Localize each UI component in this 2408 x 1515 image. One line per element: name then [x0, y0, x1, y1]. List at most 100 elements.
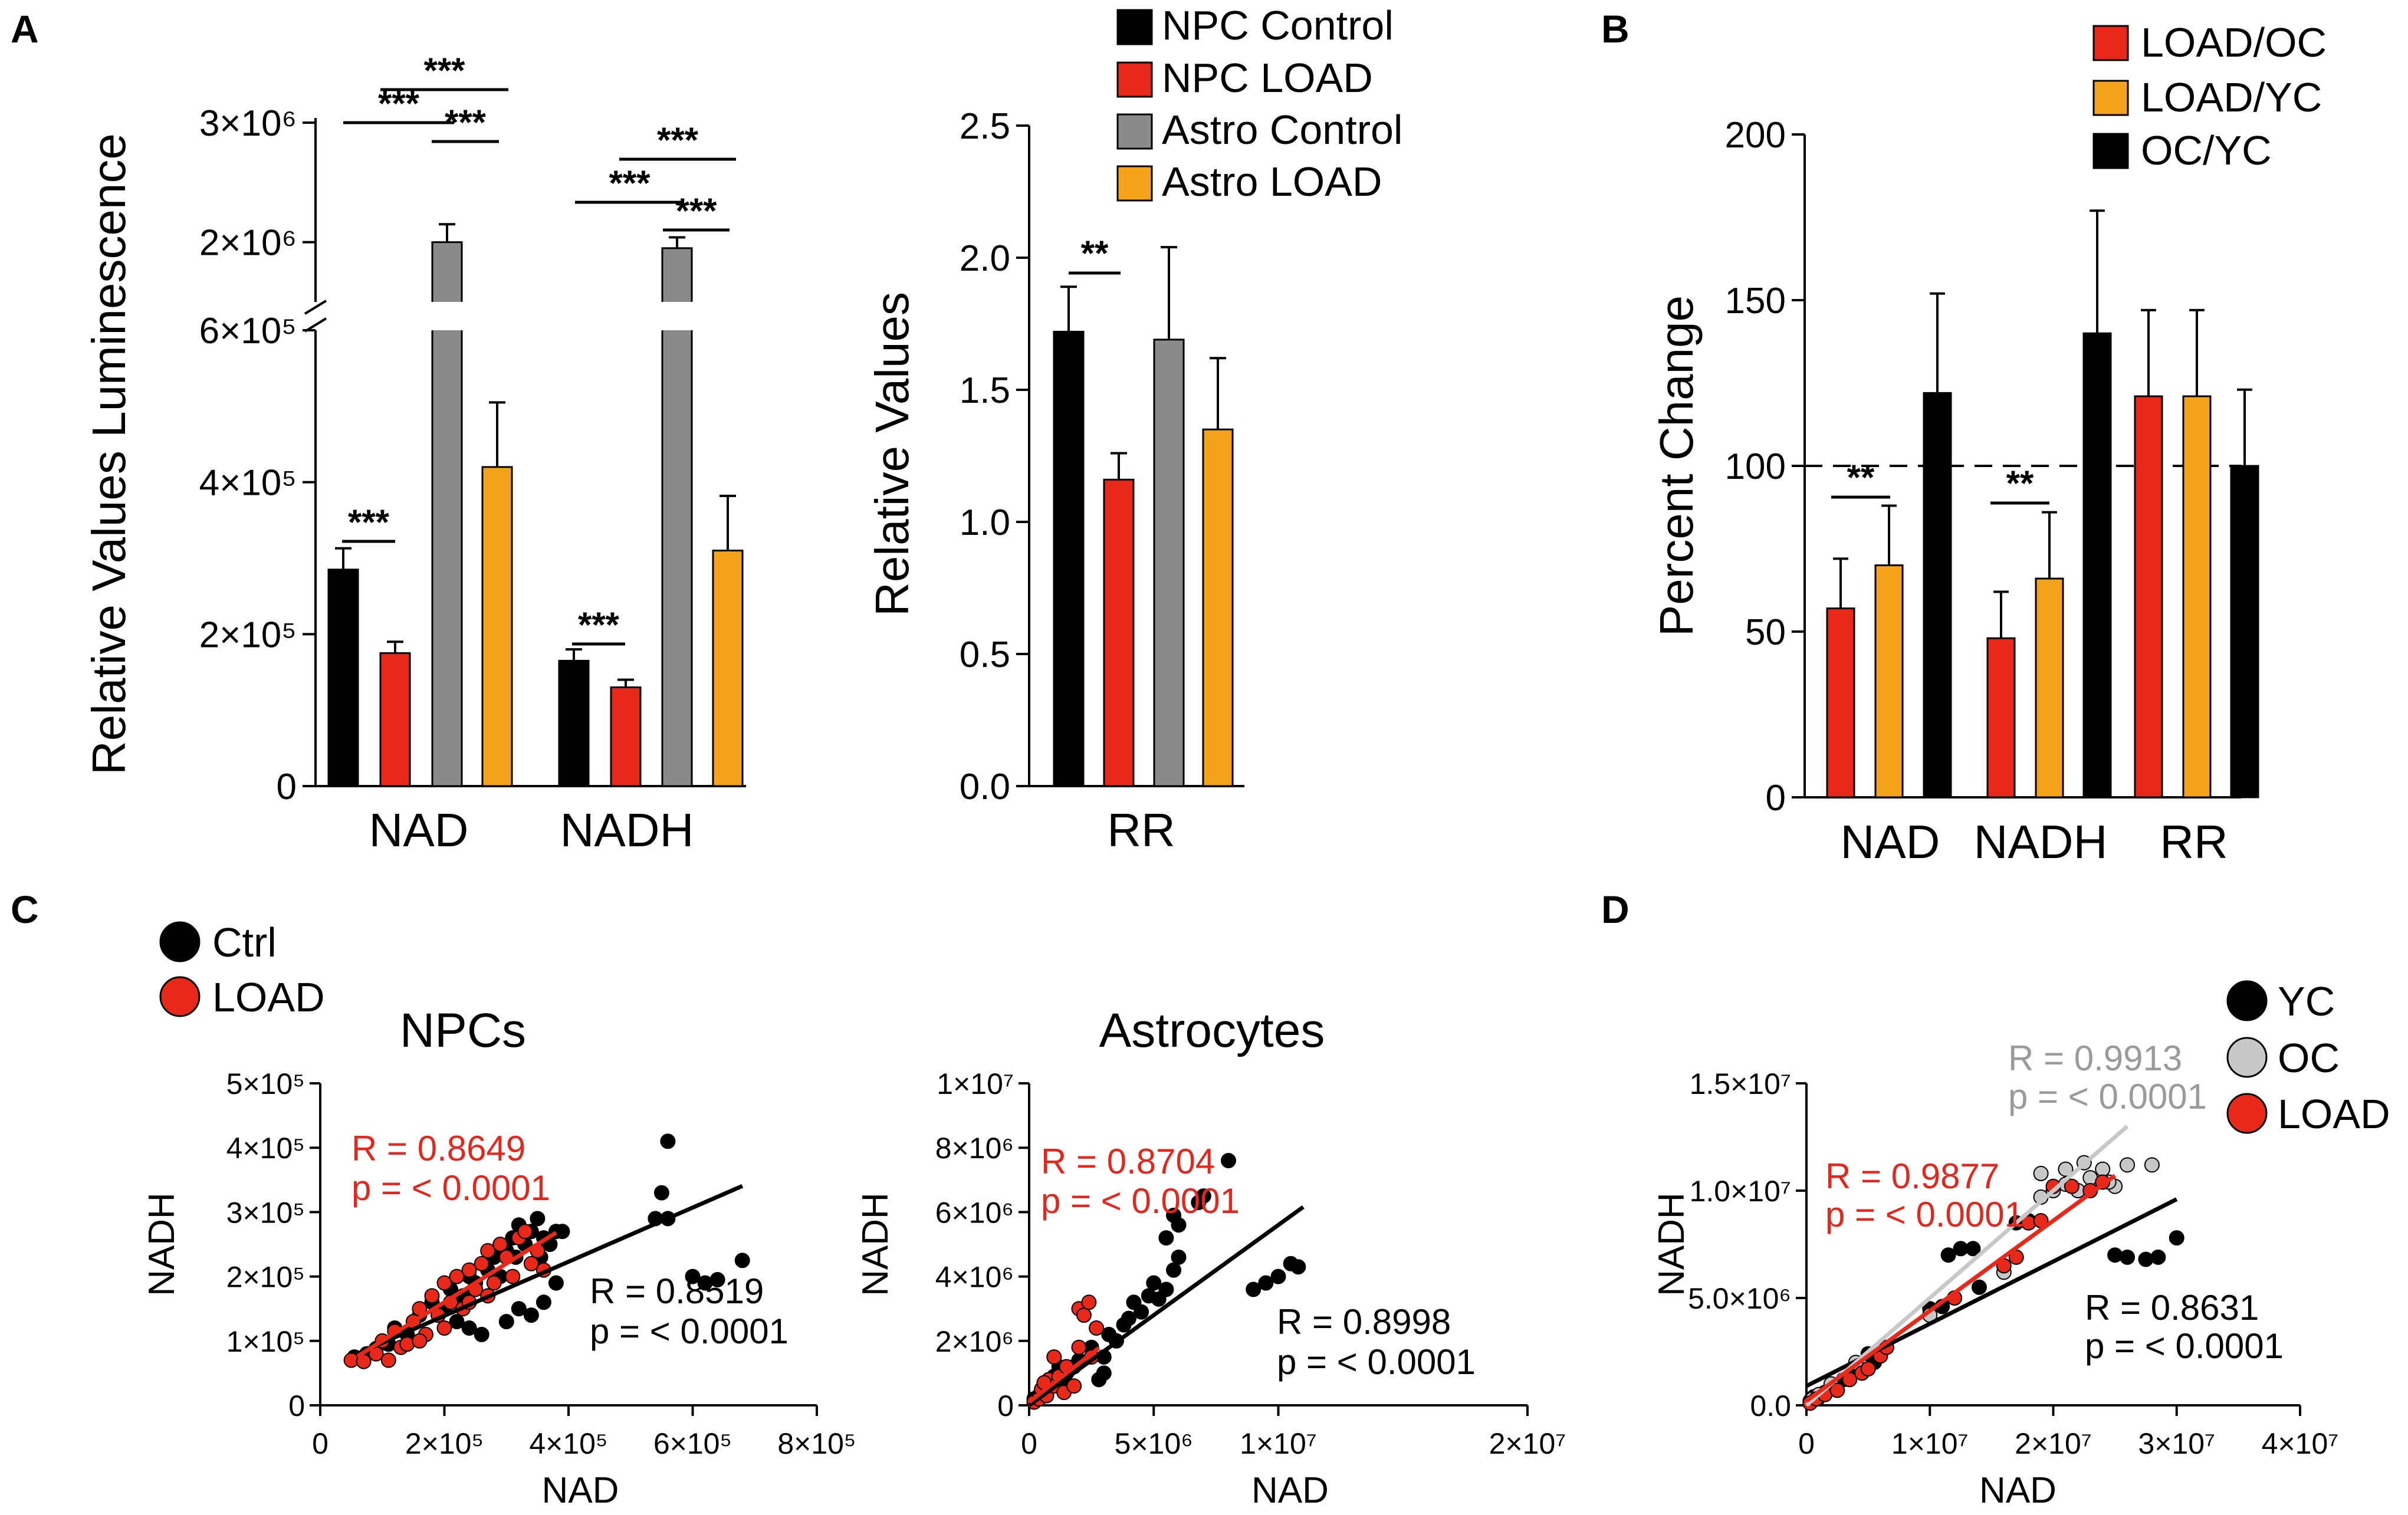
c-legend-swatch-load: [159, 976, 201, 1017]
C2-x-tick-label: 5×10⁶: [1115, 1427, 1193, 1460]
b-y-tick-label: 50: [1745, 612, 1786, 653]
C1-point-LOAD: [486, 1275, 502, 1291]
C1-fit-LOAD: [356, 1231, 557, 1358]
C1-point-LOAD: [436, 1320, 452, 1336]
a2-y-tick-label: 1.5: [960, 370, 1010, 411]
C1-x-tick-label: 0: [312, 1427, 328, 1460]
C1-x-tick-label: 4×10⁵: [529, 1427, 607, 1460]
a1-sig-nadh-astro-stars: ***: [675, 191, 717, 231]
D-x-tick-label: 4×10⁷: [2262, 1427, 2339, 1460]
a2-y-tick-label: 1.0: [960, 502, 1010, 543]
C1-y-axis-title: NADH: [142, 1192, 182, 1296]
b-legend-swatch-2: [2092, 133, 2129, 169]
C1-point-LOAD: [517, 1224, 533, 1240]
D-y-tick-label: 1.0×10⁷: [1690, 1175, 1791, 1208]
C1-y-tick-label: 5×10⁵: [226, 1067, 305, 1100]
d-legend-label-0: YC: [2278, 978, 2335, 1024]
a2-legend-swatch-1: [1116, 61, 1153, 98]
a2-bar-0: [1053, 330, 1085, 787]
D-point-OC: [2058, 1161, 2074, 1177]
panel-label-b: B: [1601, 7, 1630, 51]
a2-y-tick-label: 0.5: [960, 635, 1010, 675]
a2-legend-label-3: Astro LOAD: [1162, 159, 1382, 205]
C2-point-Ctrl: [1158, 1281, 1174, 1297]
b-bar-NAD-1: [1874, 564, 1904, 798]
C2-title: Astrocytes: [1099, 1004, 1325, 1057]
C2-stat-Ctrl_p: p = < 0.0001: [1277, 1342, 1476, 1382]
a1-y-axis-title: Relative Values Luminescence: [83, 133, 135, 775]
C2-point-LOAD: [1066, 1378, 1082, 1394]
D-point-OC: [2120, 1157, 2136, 1173]
b-sig-nad-stars: **: [1847, 458, 1875, 497]
C1-point-Ctrl: [548, 1275, 564, 1291]
C1-y-tick-label: 2×10⁵: [226, 1261, 305, 1294]
a1-sig-nad-load-load-stars: ***: [423, 51, 465, 90]
C1-point-Ctrl: [498, 1314, 514, 1330]
d-legend-label-2: LOAD: [2278, 1091, 2390, 1137]
C2-point-Ctrl: [1246, 1281, 1262, 1297]
C2-point-Ctrl: [1290, 1259, 1306, 1275]
a1-y-tick-label: 4×10⁵: [199, 463, 297, 504]
b-category-label: NAD: [1841, 816, 1940, 868]
C2-y-axis-title: NADH: [855, 1192, 896, 1296]
C2-y-tick-label: 0: [997, 1389, 1014, 1422]
C1-stat-Ctrl_R: R = 0.8519: [590, 1271, 764, 1311]
a2-legend-label-0: NPC Control: [1162, 2, 1394, 48]
panel-label-d: D: [1601, 888, 1630, 931]
D-point-YC: [1940, 1247, 1956, 1263]
b-legend-swatch-0: [2092, 25, 2129, 61]
a2-legend-swatch-0: [1116, 9, 1153, 45]
C1-x-tick-label: 6×10⁵: [653, 1427, 732, 1460]
D-point-LOAD: [1860, 1361, 1876, 1377]
a2-y-axis-title: Relative Values: [866, 292, 918, 616]
b-bar-NADH-2: [2082, 332, 2112, 798]
a1-bar-NADH-1: [610, 686, 642, 787]
C2-point-LOAD: [1071, 1339, 1087, 1355]
d-legend-swatch-2: [2226, 1093, 2268, 1134]
C2-point-Ctrl: [1270, 1268, 1286, 1284]
panel-label-a: A: [11, 7, 39, 51]
C1-y-tick-label: 0: [288, 1389, 305, 1422]
C1-point-LOAD: [505, 1268, 521, 1284]
C1-fit-Ctrl: [356, 1184, 744, 1356]
C1-x-tick-label: 2×10⁵: [405, 1427, 484, 1460]
D-point-YC: [1971, 1279, 1987, 1295]
C2-stat-LOAD_p: p = < 0.0001: [1041, 1181, 1240, 1221]
C1-point-Ctrl: [653, 1185, 669, 1201]
a1-bar-break-lines: [428, 301, 466, 331]
C1-point-Ctrl: [511, 1301, 527, 1317]
a2-legend-label-2: Astro Control: [1162, 107, 1402, 153]
C2-point-Ctrl: [1091, 1372, 1107, 1388]
b-legend-label-1: LOAD/YC: [2141, 74, 2322, 120]
a1-sig-nadh-ctrl-load-stars: ***: [578, 605, 620, 645]
C1-point-LOAD: [436, 1275, 452, 1291]
d-legend-swatch-1: [2226, 1037, 2268, 1078]
C1-point-LOAD: [474, 1256, 490, 1271]
b-bar-NADH-1: [2035, 577, 2064, 798]
D-point-OC: [2144, 1157, 2160, 1173]
c-legend-label-load: LOAD: [212, 974, 325, 1020]
C1-point-LOAD: [480, 1243, 496, 1258]
C1-x-tick-label: 8×10⁵: [777, 1427, 856, 1460]
C1-point-LOAD: [461, 1262, 477, 1278]
a1-y-tick-label: 6×10⁵: [199, 311, 297, 351]
C1-y-tick-label: 1×10⁵: [226, 1325, 305, 1358]
d-legend-swatch-0: [2226, 980, 2268, 1021]
C2-point-Ctrl: [1121, 1310, 1136, 1326]
C1-point-Ctrl: [554, 1224, 570, 1240]
D-stat-YC_R: R = 0.8631: [2085, 1288, 2259, 1327]
D-x-tick-label: 2×10⁷: [2015, 1427, 2092, 1460]
b-y-tick-label: 0: [1766, 778, 1786, 819]
C2-point-Ctrl: [1166, 1262, 1182, 1278]
a2-y-tick-label: 2.0: [960, 238, 1010, 279]
b-legend-swatch-1: [2092, 80, 2129, 116]
D-point-OC: [2095, 1161, 2111, 1177]
C2-point-Ctrl: [1258, 1275, 1274, 1291]
C1-point-Ctrl: [449, 1314, 465, 1330]
C2-stat-LOAD_R: R = 0.8704: [1041, 1142, 1215, 1181]
C2-point-LOAD: [1046, 1349, 1062, 1365]
a1-bar-NAD-2: [431, 241, 463, 787]
C1-point-Ctrl: [530, 1211, 546, 1227]
C1-x-axis-title: NAD: [542, 1470, 619, 1511]
C2-point-LOAD: [1076, 1307, 1092, 1323]
